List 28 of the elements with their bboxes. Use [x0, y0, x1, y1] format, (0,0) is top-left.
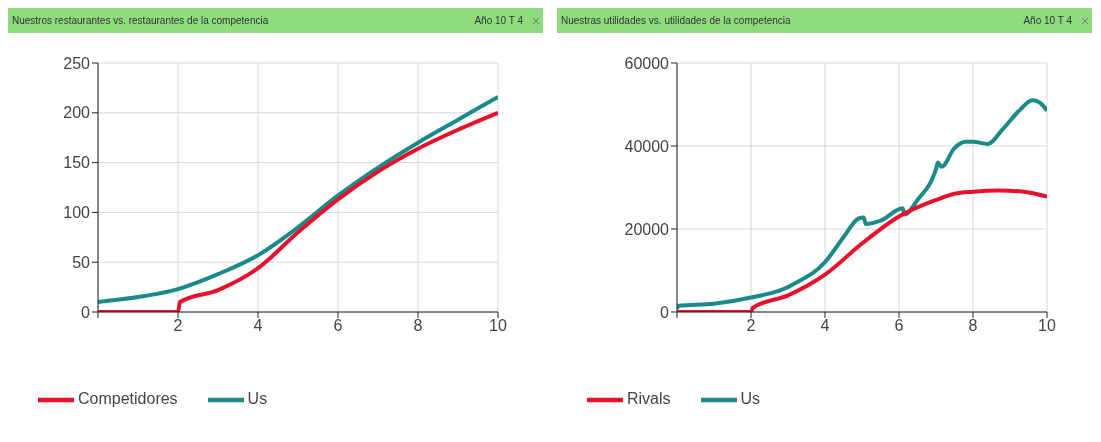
x-tick-label: 2 [173, 317, 183, 335]
y-tick-label: 0 [81, 303, 91, 321]
x-tick-label: 6 [894, 317, 904, 335]
legend-label: Competidores [78, 390, 178, 408]
y-tick-label: 50 [72, 253, 91, 271]
y-tick-label: 250 [63, 54, 91, 72]
x-tick-label: 8 [968, 317, 978, 335]
x-tick-label: 4 [820, 317, 830, 335]
chart-subtitle: Año 10 T 4 [1023, 15, 1072, 26]
x-tick-label: 10 [489, 317, 507, 335]
y-tick-label: 100 [63, 204, 91, 222]
y-tick-label: 40000 [624, 137, 670, 155]
x-tick-label: 4 [253, 317, 263, 335]
y-tick-label: 150 [63, 154, 91, 172]
y-tick-label: 200 [63, 104, 91, 122]
x-tick-label: 8 [413, 317, 423, 335]
y-tick-label: 20000 [624, 220, 670, 238]
chart-title: Nuestras utilidades vs. utilidades de la competencia [561, 15, 791, 26]
legend-label: Us [247, 390, 268, 408]
chart-title: Nuestros restaurantes vs. restaurantes de la competencia [12, 15, 269, 26]
x-tick-label: 10 [1038, 317, 1056, 335]
chart-subtitle: Año 10 T 4 [474, 15, 523, 26]
y-tick-label: 0 [660, 303, 670, 321]
y-tick-label: 60000 [624, 54, 670, 72]
legend-label: Rivals [627, 390, 671, 408]
legend-label: Us [740, 390, 761, 408]
x-tick-label: 6 [333, 317, 343, 335]
x-tick-label: 2 [746, 317, 756, 335]
